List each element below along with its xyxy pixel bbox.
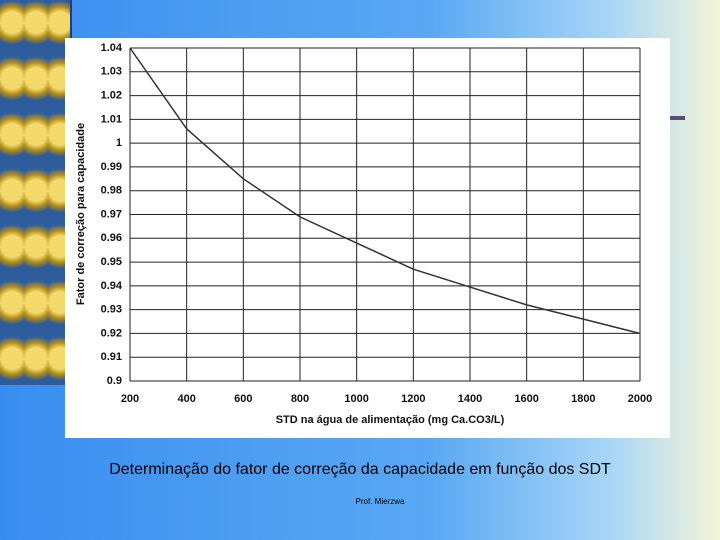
y-tick-label: 0.95	[101, 256, 122, 268]
x-tick-label: 800	[291, 393, 309, 405]
y-tick-label: 0.96	[101, 232, 122, 244]
x-tick-label: 2000	[628, 393, 652, 405]
y-tick-label: 0.92	[101, 327, 122, 339]
y-tick-label: 0.93	[101, 304, 122, 316]
y-tick-label: 0.91	[101, 351, 122, 363]
y-tick-label: 1.04	[101, 42, 123, 54]
x-tick-label: 1000	[344, 393, 368, 405]
chart: STD na água de alimentação (mg Ca.CO3/L)…	[65, 38, 670, 438]
y-tick-label: 0.9	[107, 375, 122, 387]
caption: Determinação do fator de correção da cap…	[109, 461, 611, 478]
x-tick-label: 600	[234, 393, 252, 405]
y-tick-label: 1	[116, 137, 122, 149]
curve	[129, 47, 641, 335]
y-tick-label: 0.94	[101, 280, 123, 292]
x-tick-label: 1600	[514, 393, 538, 405]
y-tick-label: 0.98	[101, 185, 122, 197]
x-tick-label: 1800	[571, 393, 595, 405]
footer: Prof. Mierzwa	[355, 497, 405, 506]
y-tick-label: 1.01	[101, 113, 122, 125]
decoration-bar	[655, 116, 685, 120]
x-axis-label: STD na água de alimentação (mg Ca.CO3/L)	[276, 414, 505, 426]
x-tick-label: 1200	[401, 393, 425, 405]
y-tick-label: 1.02	[101, 89, 122, 101]
y-tick-label: 1.03	[101, 66, 122, 78]
x-tick-label: 1400	[458, 393, 482, 405]
y-tick-label: 0.97	[101, 208, 122, 220]
y-axis-label: Fator de correção para capacidade	[75, 123, 87, 305]
x-tick-label: 400	[177, 393, 195, 405]
y-tick-label: 0.99	[101, 161, 122, 173]
decoration	[0, 0, 72, 385]
x-tick-label: 200	[121, 393, 139, 405]
